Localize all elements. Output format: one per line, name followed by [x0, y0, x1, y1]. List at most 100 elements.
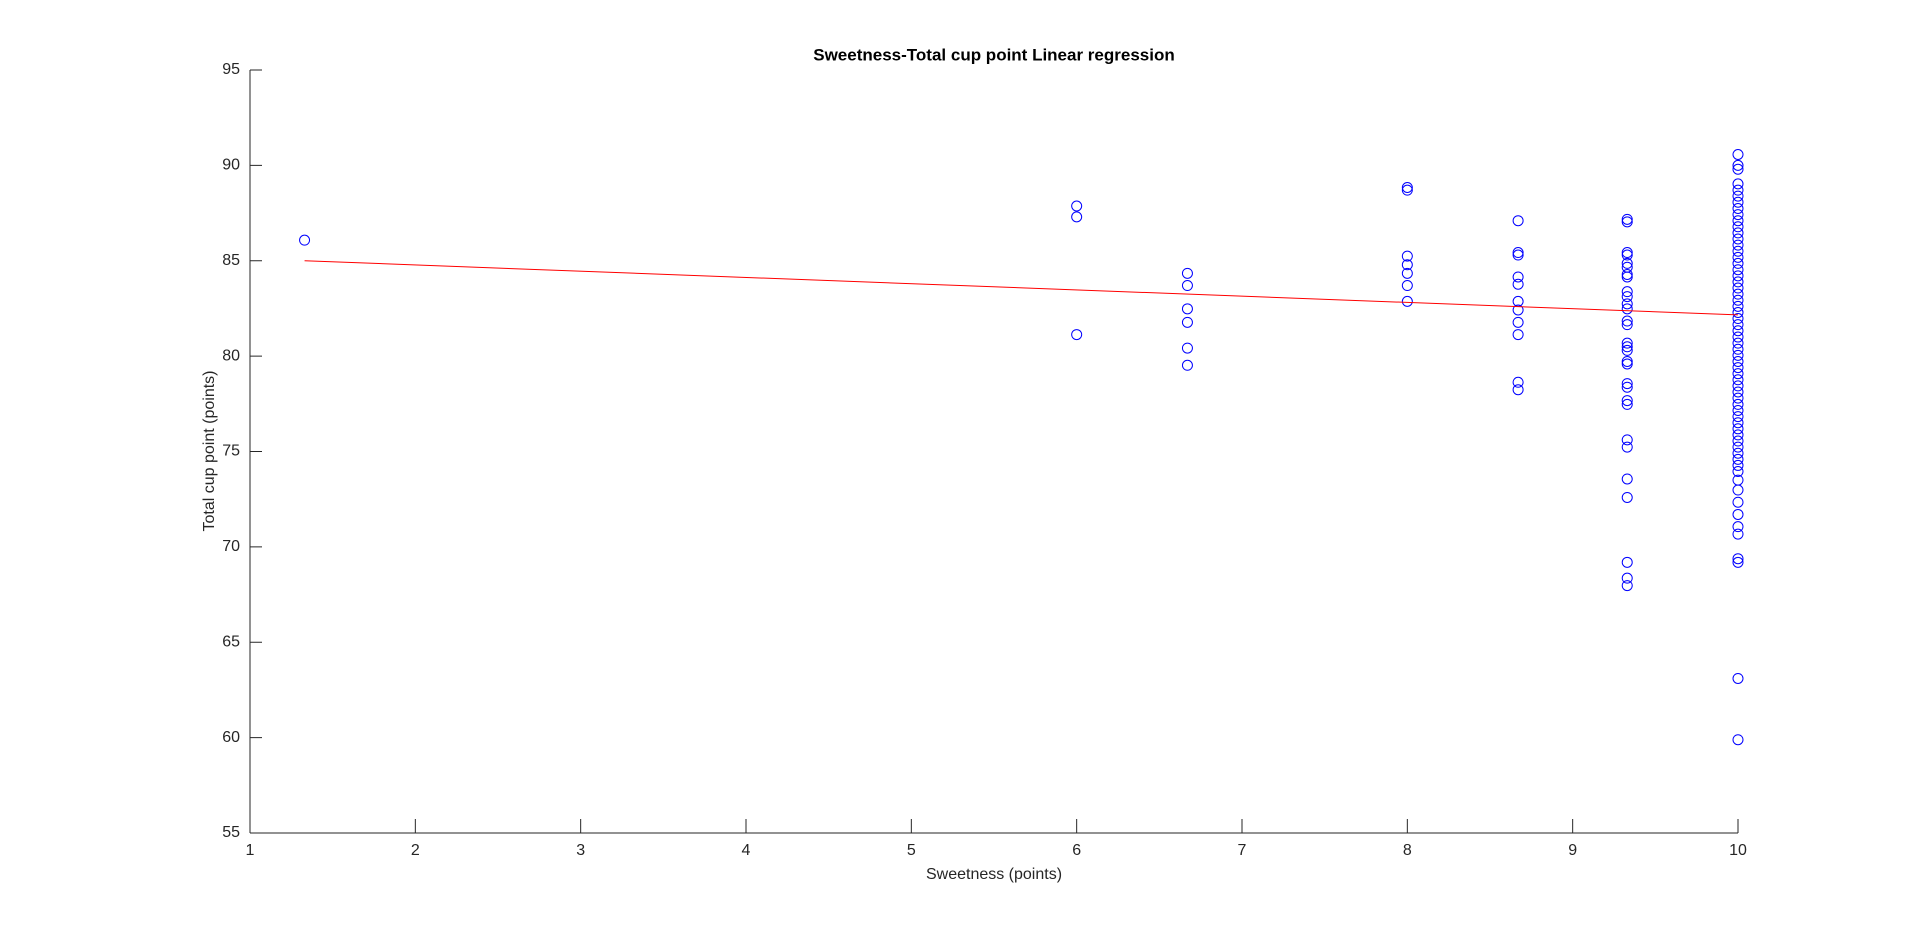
- x-tick-label: 1: [246, 842, 255, 859]
- point: [1732, 331, 1744, 343]
- point: [1071, 200, 1083, 212]
- point: [1732, 288, 1744, 300]
- point: [1181, 267, 1193, 279]
- point: [1621, 473, 1633, 485]
- point: [1732, 270, 1744, 282]
- point: [1621, 298, 1633, 310]
- point: [1732, 159, 1744, 171]
- point: [1732, 528, 1744, 540]
- point: [1732, 337, 1744, 349]
- point: [1732, 325, 1744, 337]
- point: [1732, 355, 1744, 367]
- regression-line: [304, 260, 1739, 316]
- point: [1621, 291, 1633, 303]
- point: [1512, 271, 1524, 283]
- point: [1732, 398, 1744, 410]
- x-tick-label: 3: [576, 842, 585, 859]
- point: [1732, 380, 1744, 392]
- point: [1732, 521, 1744, 533]
- y-tick-label: 65: [222, 633, 240, 650]
- point: [1181, 316, 1193, 328]
- x-tick-label: 9: [1568, 842, 1577, 859]
- point: [1732, 423, 1744, 435]
- point: [1401, 259, 1413, 271]
- point: [1732, 435, 1744, 447]
- point: [1621, 315, 1633, 327]
- point: [1732, 429, 1744, 441]
- point: [1732, 163, 1744, 175]
- y-tick-label: 75: [222, 443, 240, 460]
- point: [1512, 316, 1524, 328]
- point: [1512, 376, 1524, 388]
- x-tick-label: 4: [742, 842, 751, 859]
- point: [1732, 441, 1744, 453]
- y-tick-label: 80: [222, 347, 240, 364]
- point: [1401, 295, 1413, 307]
- point: [299, 234, 311, 246]
- point: [1732, 233, 1744, 245]
- point: [1621, 358, 1633, 370]
- point: [1181, 303, 1193, 315]
- point: [1621, 216, 1633, 228]
- point: [1732, 556, 1744, 568]
- point: [1732, 343, 1744, 355]
- point: [1621, 249, 1633, 261]
- x-axis-label: Sweetness (points): [926, 866, 1062, 883]
- point: [1732, 209, 1744, 221]
- x-tick-label: 5: [907, 842, 916, 859]
- point: [1732, 553, 1744, 565]
- x-tick-label: 10: [1729, 842, 1747, 859]
- point: [1512, 329, 1524, 341]
- point: [1512, 249, 1524, 261]
- point: [1732, 149, 1744, 161]
- point: [1621, 378, 1633, 390]
- point: [1071, 329, 1083, 341]
- point: [1512, 384, 1524, 396]
- y-tick-label: 55: [222, 824, 240, 841]
- point: [1181, 359, 1193, 371]
- point: [1401, 182, 1413, 194]
- point: [1732, 221, 1744, 233]
- point: [1621, 319, 1633, 331]
- point: [1732, 184, 1744, 196]
- point: [1732, 190, 1744, 202]
- x-tick-label: 6: [1072, 842, 1081, 859]
- point: [1732, 306, 1744, 318]
- point: [1732, 404, 1744, 416]
- point: [1732, 257, 1744, 269]
- point: [1621, 337, 1633, 349]
- point: [1621, 580, 1633, 592]
- point: [1512, 215, 1524, 227]
- point: [1732, 196, 1744, 208]
- point: [1512, 278, 1524, 290]
- point: [1732, 496, 1744, 508]
- point: [1732, 239, 1744, 251]
- x-tick-label: 8: [1403, 842, 1412, 859]
- point: [1732, 349, 1744, 361]
- point: [1621, 434, 1633, 446]
- y-axis-label: Total cup point (points): [201, 371, 218, 532]
- point: [1621, 344, 1633, 356]
- point: [1732, 453, 1744, 465]
- point: [1732, 466, 1744, 478]
- point: [1621, 381, 1633, 393]
- point: [1732, 368, 1744, 380]
- point: [1732, 300, 1744, 312]
- y-tick-label: 85: [222, 252, 240, 269]
- point: [1732, 251, 1744, 263]
- point: [1621, 572, 1633, 584]
- point: [1621, 491, 1633, 503]
- point: [1732, 362, 1744, 374]
- point: [1621, 257, 1633, 269]
- x-tick-label: 7: [1238, 842, 1247, 859]
- point: [1512, 304, 1524, 316]
- point: [1621, 213, 1633, 225]
- point: [1732, 178, 1744, 190]
- point: [1732, 386, 1744, 398]
- point: [1732, 313, 1744, 325]
- point: [1732, 294, 1744, 306]
- point: [1401, 184, 1413, 196]
- point: [1732, 447, 1744, 459]
- y-tick-label: 90: [222, 157, 240, 174]
